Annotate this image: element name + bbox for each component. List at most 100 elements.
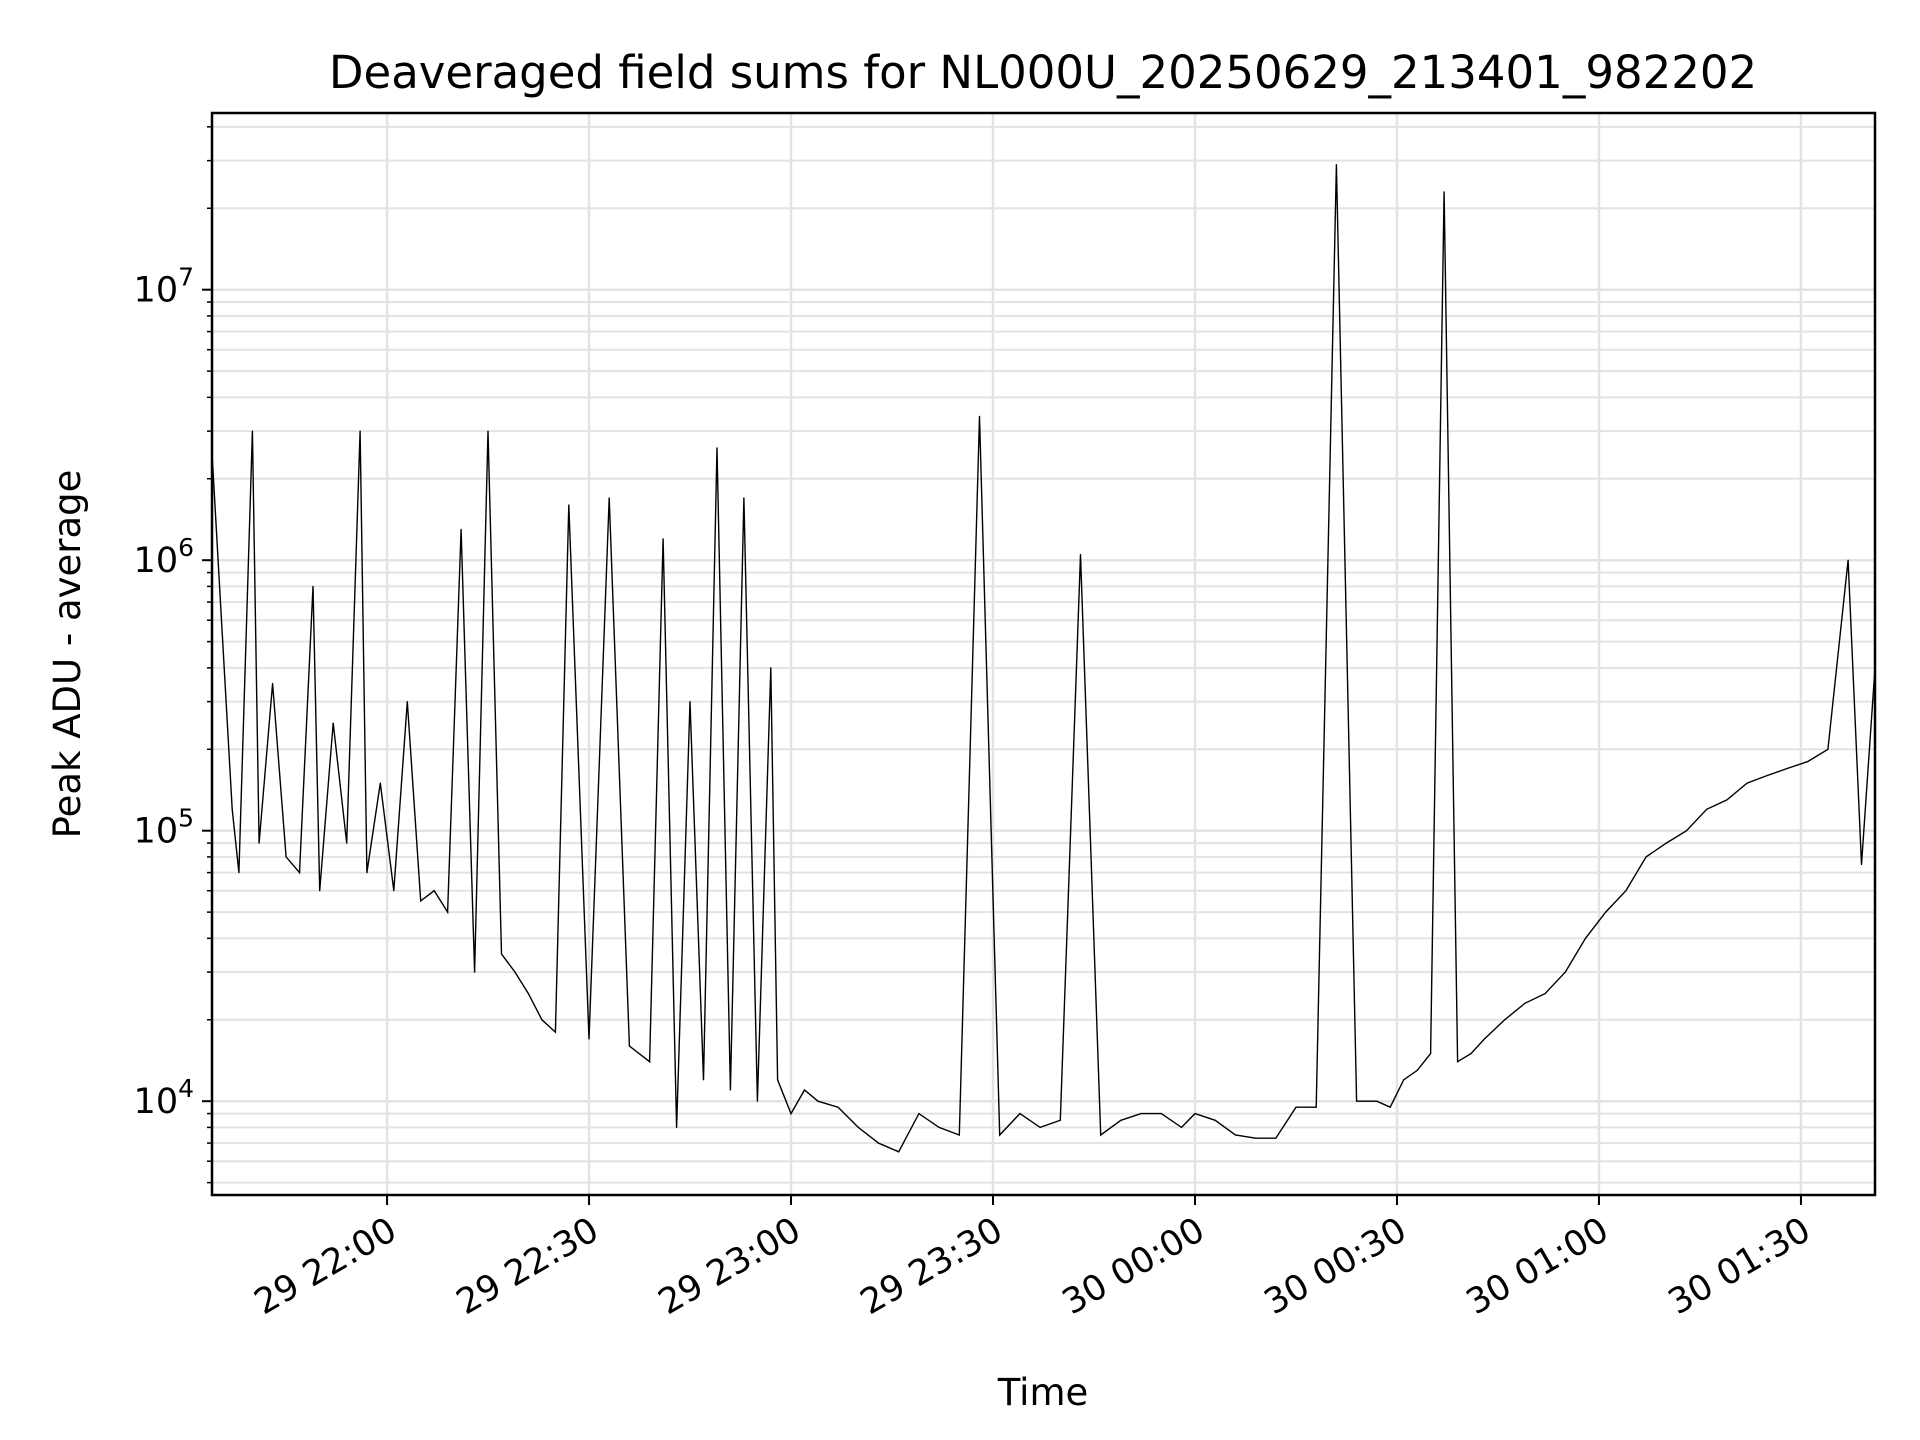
data-point bbox=[1140, 1113, 1142, 1115]
data-point bbox=[319, 890, 321, 892]
data-point bbox=[608, 497, 610, 499]
data-point bbox=[702, 1079, 705, 1081]
data-point bbox=[1786, 767, 1789, 770]
data-point bbox=[332, 722, 334, 724]
data-point bbox=[1160, 1113, 1162, 1115]
data-point bbox=[1470, 1053, 1472, 1055]
series-layer bbox=[211, 164, 1876, 1153]
data-point bbox=[346, 842, 348, 844]
data-point bbox=[366, 872, 368, 874]
data-point bbox=[790, 1113, 792, 1115]
data-point bbox=[857, 1126, 859, 1128]
data-point bbox=[487, 430, 489, 432]
data-point bbox=[298, 872, 301, 874]
data-point bbox=[1403, 1079, 1405, 1081]
data-point bbox=[460, 528, 462, 531]
data-point bbox=[541, 1019, 543, 1021]
data-point bbox=[1625, 890, 1627, 892]
data-point bbox=[1645, 856, 1647, 858]
data-point bbox=[1120, 1119, 1122, 1121]
grid bbox=[212, 113, 1875, 1195]
data-point bbox=[474, 971, 476, 973]
data-point bbox=[1079, 553, 1082, 556]
data-point bbox=[1275, 1137, 1277, 1139]
data-point bbox=[1430, 1053, 1432, 1055]
data-point bbox=[285, 856, 287, 858]
data-point bbox=[729, 1089, 732, 1091]
data-point bbox=[447, 911, 449, 913]
x-axis-label: Time bbox=[997, 1371, 1089, 1414]
data-point bbox=[1443, 191, 1445, 193]
data-point bbox=[1356, 1100, 1358, 1102]
data-point bbox=[393, 890, 395, 892]
data-point bbox=[978, 415, 981, 417]
data-point bbox=[406, 701, 408, 703]
data-point bbox=[1726, 799, 1728, 801]
data-point bbox=[588, 1038, 590, 1040]
data-point bbox=[312, 585, 314, 588]
data-point bbox=[628, 1045, 631, 1047]
data-point bbox=[1766, 774, 1768, 777]
y-tick-exponent: 6 bbox=[178, 533, 194, 562]
data-point bbox=[251, 430, 253, 432]
data-point bbox=[958, 1134, 960, 1136]
data-point bbox=[1524, 1002, 1526, 1004]
data-point bbox=[1706, 808, 1708, 810]
data-point bbox=[837, 1106, 839, 1108]
data-point bbox=[716, 447, 718, 449]
y-tick-base: 10 bbox=[134, 1082, 179, 1122]
y-tick-exponent: 5 bbox=[178, 804, 194, 833]
data-point bbox=[777, 1079, 779, 1081]
data-point bbox=[1544, 993, 1546, 995]
data-point bbox=[1255, 1137, 1257, 1139]
data-point bbox=[918, 1113, 920, 1115]
y-tick-base: 10 bbox=[134, 541, 179, 581]
data-point bbox=[500, 953, 503, 955]
data-point bbox=[1605, 911, 1607, 913]
data-point bbox=[1457, 1061, 1459, 1063]
data-point bbox=[258, 842, 260, 844]
data-point bbox=[568, 504, 570, 506]
data-point bbox=[1234, 1134, 1236, 1136]
data-point bbox=[817, 1100, 819, 1102]
data-point bbox=[433, 890, 435, 892]
y-tick-label: 106 bbox=[134, 533, 194, 581]
data-point bbox=[649, 1061, 651, 1063]
data-point bbox=[554, 1031, 557, 1033]
data-point bbox=[689, 701, 691, 703]
data-point bbox=[514, 971, 516, 973]
data-point bbox=[1389, 1106, 1391, 1108]
data-point bbox=[1504, 1019, 1506, 1021]
data-point bbox=[770, 667, 772, 669]
y-tick-base: 10 bbox=[134, 271, 179, 311]
data-point bbox=[238, 872, 240, 874]
chart-title: Deaveraged field sums for NL000U_2025062… bbox=[329, 46, 1757, 99]
data-point bbox=[999, 1134, 1001, 1136]
data-point bbox=[359, 430, 361, 432]
data-point bbox=[1584, 937, 1587, 939]
data-point bbox=[1847, 559, 1849, 561]
y-tick-label: 104 bbox=[134, 1074, 194, 1122]
data-point bbox=[938, 1126, 940, 1128]
data-point bbox=[1335, 164, 1337, 166]
data-point bbox=[1194, 1113, 1196, 1115]
data-point bbox=[420, 900, 422, 902]
y-axis-label: Peak ADU - average bbox=[46, 470, 89, 839]
data-point bbox=[379, 782, 381, 784]
data-point bbox=[1295, 1106, 1297, 1108]
data-point bbox=[1746, 782, 1748, 784]
data-point bbox=[1180, 1126, 1183, 1128]
y-tick-exponent: 7 bbox=[178, 263, 194, 292]
data-point bbox=[1665, 842, 1667, 844]
data-point bbox=[1416, 1069, 1418, 1071]
data-point bbox=[1483, 1038, 1486, 1040]
data-point bbox=[1019, 1113, 1021, 1115]
plot-frame bbox=[210, 111, 1877, 1197]
series-line-0 bbox=[211, 164, 1876, 1153]
data-point bbox=[1315, 1106, 1317, 1108]
data-point bbox=[1807, 761, 1809, 763]
data-point bbox=[527, 993, 530, 995]
